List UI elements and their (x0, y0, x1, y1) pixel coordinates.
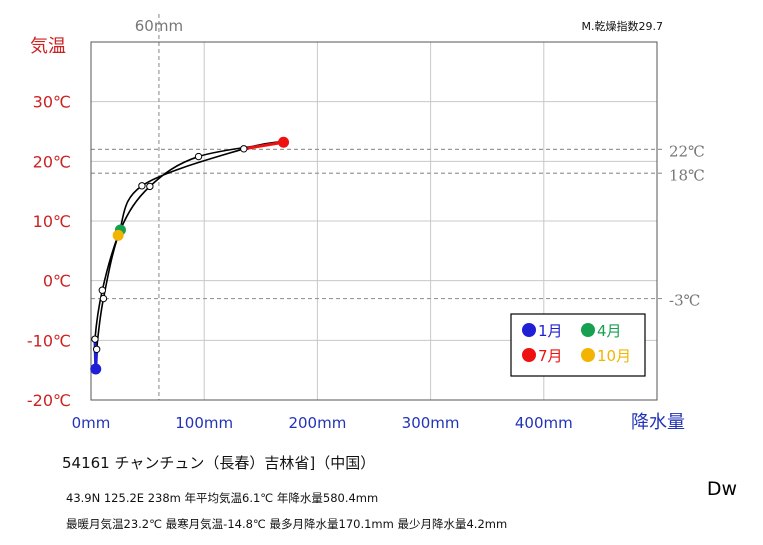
reference-label-temp_18: 18℃ (669, 166, 705, 184)
y-tick-labels: 30℃ 20℃ 10℃ 0℃ -10℃ -20℃ (27, 93, 71, 410)
x-tick-label: 400mm (515, 414, 573, 432)
x-axis-title: 降水量 (631, 412, 685, 433)
reference-label-temp_22: 22℃ (669, 142, 705, 160)
y-tick-label: 10℃ (33, 212, 71, 231)
legend-marker (522, 323, 536, 337)
legend-marker (581, 323, 595, 337)
legend-label: 1月 (538, 322, 563, 340)
legend-box (510, 313, 646, 377)
month-point-1 (90, 363, 102, 375)
plot-frame (90, 41, 658, 401)
y-axis-title: 気温 (30, 36, 66, 57)
station-label: 54161 チャンチュン（長春）吉林省]（中国） (62, 454, 376, 472)
y-tick-label: -10℃ (27, 331, 71, 350)
legend-label: 10月 (597, 347, 631, 365)
month-point-5 (146, 182, 154, 191)
legend-marker (581, 348, 595, 362)
legend: 1月 4月 7月 10月 (510, 313, 646, 377)
station-info-line-1: 43.9N 125.2E 238m 年平均気温6.1℃ 年降水量580.4mm (66, 491, 379, 505)
series-lines (93, 140, 286, 370)
reference-lines: 60mm 22℃ 18℃ -3℃ (91, 14, 705, 400)
legend-marker (522, 348, 536, 362)
month-point-8 (240, 145, 248, 153)
climograph-chart: 60mm 22℃ 18℃ -3℃ 30℃ 20℃ 10℃ 0℃ -10℃ -20℃ 0mm 100… (27, 14, 705, 433)
month-point-10 (112, 229, 124, 241)
month-point-3 (99, 294, 108, 303)
y-tick-label: 20℃ (33, 152, 71, 171)
x-tick-label: 200mm (288, 414, 346, 432)
month-point-12 (91, 335, 99, 343)
climate-type-code: Dw (706, 478, 737, 500)
summer-segment (243, 140, 284, 151)
reference-label-temp_m3: -3℃ (669, 292, 700, 310)
y-tick-label: 30℃ (33, 93, 71, 112)
month-point-9 (138, 182, 146, 190)
y-tick-label: -20℃ (27, 391, 71, 410)
month-point-6 (194, 152, 203, 161)
x-tick-label: 0mm (72, 414, 111, 432)
climate-curve (93, 140, 286, 370)
legend-label: 7月 (538, 347, 563, 365)
month-point-11 (98, 286, 107, 294)
series-points (90, 136, 290, 375)
x-tick-labels: 0mm 100mm 200mm 300mm 400mm (72, 414, 573, 432)
y-tick-label: 0℃ (43, 272, 71, 291)
station-info-line-2: 最暖月気温23.2℃ 最寒月気温-14.8℃ 最多月降水量170.1mm 最少月… (66, 517, 508, 531)
month-point-7 (278, 136, 290, 148)
legend-label: 4月 (597, 322, 622, 340)
drought-index-label: M.乾燥指数29.7 (582, 19, 663, 33)
reference-label-60mm: 60mm (135, 17, 183, 35)
x-tick-label: 300mm (402, 414, 460, 432)
month-point-2 (92, 345, 101, 353)
x-tick-label: 100mm (175, 414, 233, 432)
